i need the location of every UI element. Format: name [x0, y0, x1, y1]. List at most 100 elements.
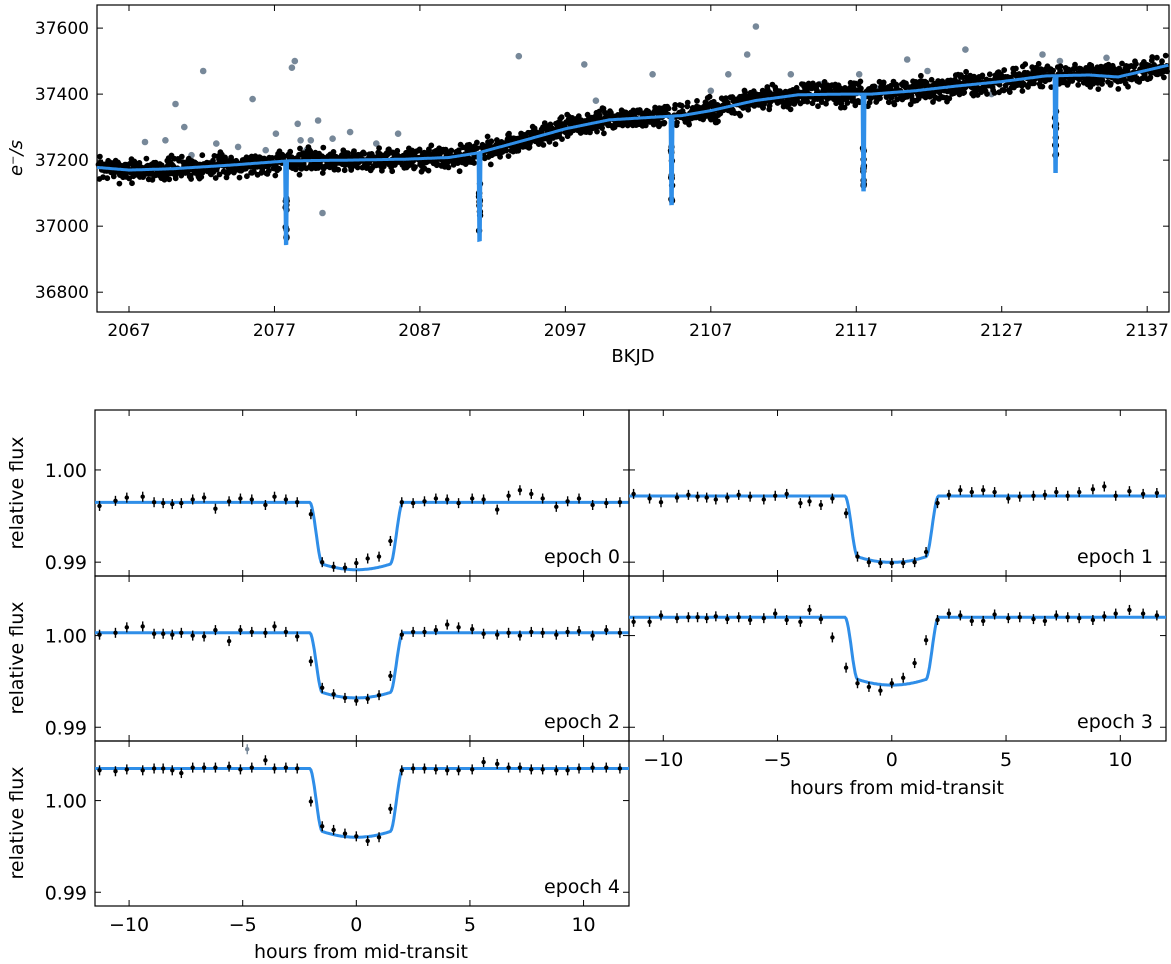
- flux-point: [295, 766, 300, 771]
- flux-point: [935, 500, 940, 506]
- flux-point: [179, 500, 184, 506]
- epoch-4-label: epoch 4: [544, 876, 620, 898]
- outlier-point: [1056, 57, 1064, 65]
- epoch-1-label: epoch 1: [1077, 546, 1153, 568]
- transit-model-line: [629, 494, 1166, 564]
- epoch-0-y-axis-label: relative flux: [6, 437, 28, 550]
- flux-point: [1042, 492, 1048, 497]
- flux-point: [249, 497, 254, 502]
- transit-model-line: [95, 631, 629, 700]
- flux-point: [342, 565, 348, 570]
- flux-point: [376, 693, 382, 698]
- flux-point: [1140, 491, 1146, 497]
- y-tick-label: 37400: [35, 85, 89, 105]
- flux-point: [263, 630, 268, 635]
- outlier-point: [1039, 51, 1046, 58]
- flux-point: [1077, 616, 1082, 621]
- flux-point: [342, 831, 348, 836]
- flux-point: [238, 496, 243, 501]
- outlier-point: [515, 52, 523, 60]
- flux-point: [517, 633, 523, 638]
- outlier-point: [213, 140, 220, 147]
- flux-point: [506, 765, 511, 770]
- flux-point: [97, 768, 102, 773]
- flux-point: [213, 627, 218, 633]
- x-tick-label: 2117: [835, 321, 878, 341]
- outlier-point: [394, 130, 402, 137]
- flux-point: [445, 622, 450, 627]
- flux-point: [958, 488, 963, 493]
- flux-point: [830, 496, 835, 501]
- flux-point: [554, 632, 559, 637]
- flux-point: [658, 613, 664, 618]
- y-tick-label: 1.00: [45, 791, 87, 813]
- flux-point: [388, 673, 393, 679]
- flux-point: [161, 766, 166, 771]
- epoch-4-x-axis-label: hours from mid-transit: [254, 941, 468, 963]
- flux-point: [456, 500, 461, 506]
- x-tick-label: 2077: [253, 321, 296, 341]
- flux-point: [761, 616, 766, 621]
- flux-point: [1113, 493, 1118, 498]
- flux-point: [151, 631, 157, 636]
- transit-model-line: [629, 615, 1166, 687]
- flux-point: [901, 560, 906, 566]
- flux-point: [878, 560, 883, 566]
- flux-point: [923, 549, 929, 555]
- x-tick-label: 2137: [1126, 321, 1169, 341]
- flux-point: [320, 560, 325, 565]
- flux-point: [1006, 496, 1011, 501]
- outlier-point: [752, 23, 760, 30]
- flux-point: [946, 611, 952, 616]
- flux-point: [433, 767, 439, 772]
- flux-point: [190, 497, 195, 502]
- flux-point: [565, 499, 570, 504]
- flux-point: [773, 493, 778, 498]
- flux-point: [272, 494, 277, 499]
- flux-point: [170, 632, 175, 637]
- flux-point: [889, 560, 894, 566]
- flux-point: [923, 638, 929, 643]
- flux-point: [331, 692, 336, 697]
- flux-point: [249, 765, 254, 770]
- flux-point: [410, 500, 416, 506]
- flux-point: [736, 492, 741, 497]
- x-tick-label: 5: [1000, 749, 1012, 771]
- flux-point: [818, 616, 824, 622]
- flux-point: [1113, 611, 1118, 616]
- flux-point: [686, 615, 691, 620]
- flux-point: [179, 630, 184, 635]
- flux-point: [249, 629, 254, 635]
- flux-point: [674, 495, 680, 500]
- flux-point: [686, 492, 691, 497]
- epoch-3-label: epoch 3: [1077, 711, 1153, 733]
- transit-model-line: [95, 767, 629, 839]
- flux-point: [354, 698, 359, 703]
- epoch-4-y-axis-label: relative flux: [6, 767, 28, 880]
- x-tick-label: −5: [229, 914, 257, 936]
- flux-point: [517, 765, 523, 770]
- outlier-point: [787, 71, 795, 78]
- flux-point: [1102, 614, 1107, 619]
- panel-frame: [628, 575, 1167, 742]
- flux-point: [201, 634, 207, 639]
- flux-point: [388, 538, 393, 544]
- x-tick-label: 10: [1108, 749, 1132, 771]
- outlier-point: [234, 143, 242, 151]
- flux-point: [495, 507, 500, 512]
- outlier-point: [855, 71, 863, 78]
- flux-point: [747, 617, 753, 623]
- lightcurve-y-ticks: 36800 37000 37200 37400 37600: [35, 19, 1169, 303]
- x-tick-label: 2097: [544, 321, 587, 341]
- flux-point: [529, 767, 534, 772]
- flux-point: [226, 499, 232, 504]
- flux-point: [1077, 489, 1082, 495]
- flux-point: [830, 635, 835, 640]
- epoch-3-x-axis-label: hours from mid-transit: [790, 777, 1004, 799]
- flux-point: [481, 759, 486, 765]
- flux-point: [807, 607, 812, 613]
- transit-panel-epoch-0: 0.99 1.00: [45, 409, 630, 577]
- flux-point: [540, 630, 545, 635]
- flux-point: [456, 625, 461, 630]
- flux-point: [647, 619, 652, 624]
